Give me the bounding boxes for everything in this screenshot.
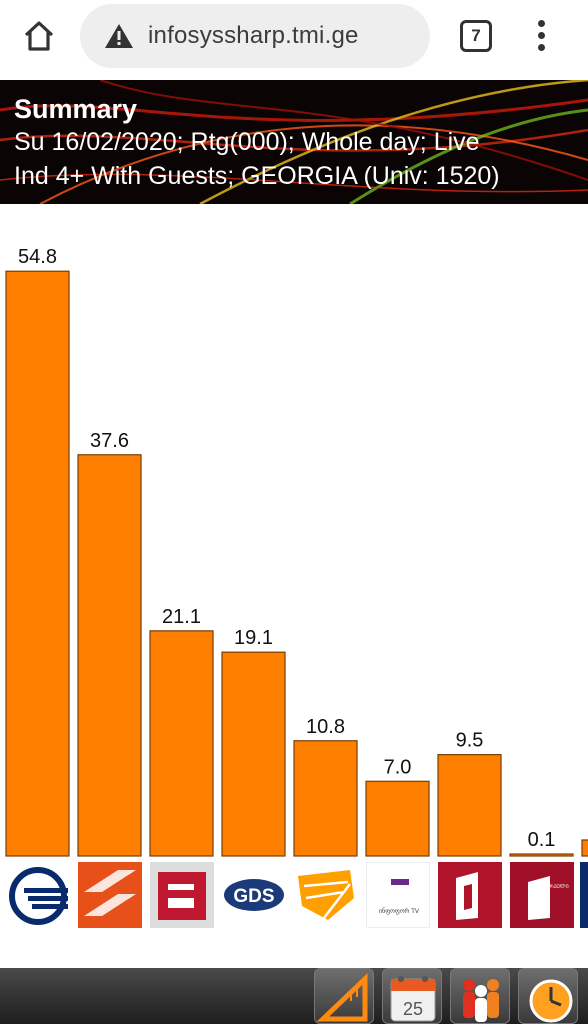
chart-svg: 54.8 37.6 21.1 19.1 10.8 7.0 9.5 0.1 — [5, 246, 588, 857]
bar-value-label-5: 10.8 — [306, 716, 345, 738]
more-vert-icon[interactable] — [530, 18, 554, 54]
bar-value-label-2: 37.6 — [90, 430, 129, 452]
bar-value-label-1: 54.8 — [18, 246, 57, 268]
calendar-icon[interactable]: 25 — [382, 968, 442, 1024]
bottom-toolbar: 25 — [0, 968, 588, 1024]
bar-value-label-6: 7.0 — [384, 756, 412, 778]
bar-3[interactable] — [149, 630, 214, 857]
bar-8[interactable] — [509, 853, 574, 857]
bar-value-label-8: 0.1 — [528, 829, 556, 851]
header-background — [0, 80, 588, 204]
report-header: Summary Su 16/02/2020; Rtg(000); Whole d… — [0, 80, 588, 204]
bar-value-label-3: 21.1 — [162, 606, 201, 628]
report-title: Summary — [14, 94, 138, 124]
channel-logo-3[interactable] — [150, 862, 214, 928]
calendar-day: 25 — [403, 999, 423, 1019]
bar-5[interactable] — [293, 740, 358, 857]
bar-4[interactable] — [221, 651, 286, 857]
bar-1[interactable] — [5, 270, 70, 857]
bar-9[interactable] — [581, 839, 588, 857]
address-bar[interactable]: infosyssharp.tmi.ge — [80, 4, 430, 68]
bar-7[interactable] — [437, 754, 502, 857]
channel-logo-row: GDS ინფოფორ TV ᲞᲘᲠᲕᲔᲚᲘ — [0, 862, 588, 932]
bar-value-label-4: 19.1 — [234, 627, 273, 649]
channel-logo-2[interactable] — [78, 862, 142, 928]
gds-logo-text: GDS — [233, 886, 274, 907]
logo8-text: ᲞᲘᲠᲕᲔᲚᲘ — [543, 884, 568, 890]
channel-logo-5[interactable] — [294, 862, 358, 928]
channel-logo-8[interactable]: ᲞᲘᲠᲕᲔᲚᲘ — [510, 862, 574, 928]
audience-icon[interactable] — [450, 968, 510, 1024]
report-subtitle-target: Ind 4+ With Guests; GEORGIA (Univ: 1520) — [14, 162, 500, 190]
ruler-icon[interactable] — [314, 968, 374, 1024]
channel-logo-gds[interactable]: GDS — [222, 862, 286, 928]
url-text: infosyssharp.tmi.ge — [148, 22, 359, 49]
bar-value-label-7: 9.5 — [456, 730, 484, 752]
channel-logo-6[interactable]: ინფოფორ TV — [366, 862, 430, 928]
channel-logo-9[interactable] — [580, 862, 588, 928]
bar-6[interactable] — [365, 780, 430, 857]
browser-toolbar: infosyssharp.tmi.ge 7 — [0, 0, 588, 80]
tabs-icon[interactable]: 7 — [460, 20, 492, 52]
bar-2[interactable] — [77, 454, 142, 857]
rating-bar-chart: 54.8 37.6 21.1 19.1 10.8 7.0 9.5 0.1 — [0, 204, 588, 860]
channel-logo-1[interactable] — [6, 862, 70, 928]
channel-logo-7[interactable] — [438, 862, 502, 928]
clock-icon[interactable] — [518, 968, 578, 1024]
tab-count: 7 — [471, 26, 481, 45]
logo6-text: ინფოფორ TV — [379, 908, 420, 915]
home-icon[interactable] — [14, 14, 64, 58]
report-subtitle-date: Su 16/02/2020; Rtg(000); Whole day; Live — [14, 128, 480, 156]
warning-icon[interactable] — [104, 22, 134, 50]
